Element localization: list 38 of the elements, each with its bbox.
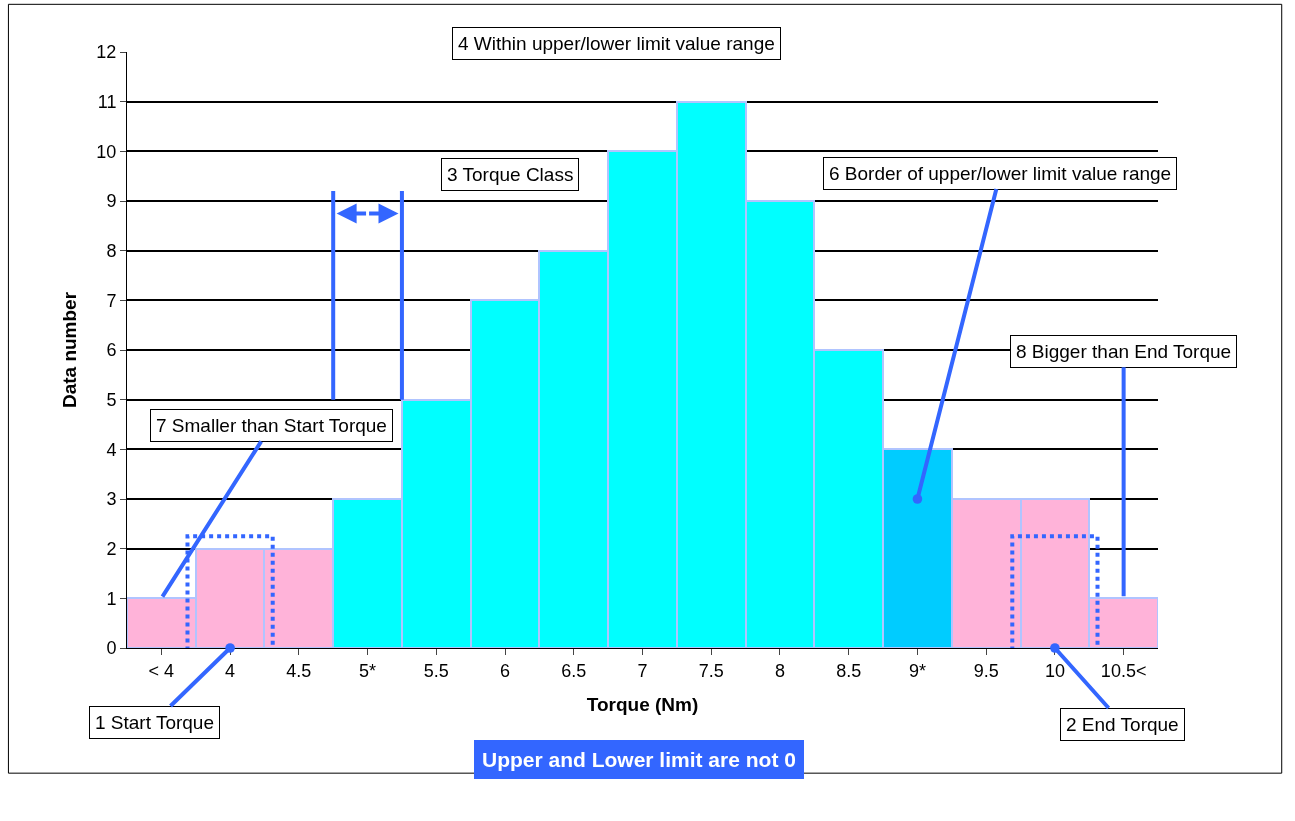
x-tick-label: 8 (774, 660, 785, 681)
annotation: 7 Smaller than Start Torque (156, 415, 387, 436)
annotation: 6 Border of upper/lower limit value range (829, 163, 1172, 184)
y-tick-label: 11 (97, 91, 117, 112)
y-tick-label: 5 (106, 389, 117, 410)
annotation: 8 Bigger than End Torque (1016, 341, 1232, 362)
x-tick-label: 6 (500, 660, 511, 681)
x-tick-label: 6.5 (561, 660, 587, 681)
x-tick-label: < 4 (148, 660, 175, 681)
y-tick-label: 1 (106, 588, 117, 609)
annotation: 4 Within upper/lower limit value range (458, 33, 775, 54)
x-tick-label: 5.5 (423, 660, 449, 681)
x-tick-label: 7.5 (698, 660, 724, 681)
x-tick-label: 8.5 (836, 660, 862, 681)
x-tick-label: 4.5 (286, 660, 312, 681)
x-tick-label: 10.5< (1100, 660, 1147, 681)
annotation: 2 End Torque (1066, 714, 1179, 735)
y-tick-label: 8 (106, 240, 117, 261)
x-tick-label: 4 (225, 660, 236, 681)
x-tick-label: 7 (637, 660, 648, 681)
y-axis-title: Data number (59, 291, 81, 409)
annotation: 3 Torque Class (447, 164, 574, 185)
y-tick-label: 7 (106, 290, 117, 311)
x-tick-label: 10 (1044, 660, 1065, 681)
annotation: 1 Start Torque (95, 712, 215, 733)
y-tick-label: 9 (106, 191, 117, 212)
y-tick-label: 0 (106, 638, 117, 659)
y-tick-label: 4 (106, 439, 117, 460)
text: Upper and Lower limit are not 0 (482, 748, 796, 771)
y-tick-label: 10 (96, 141, 117, 162)
y-tick-label: 2 (106, 538, 117, 559)
x-tick-label: 5* (359, 660, 377, 681)
y-tick-label: 3 (106, 489, 117, 510)
x-tick-label: 9* (908, 660, 926, 681)
x-tick-label: 9.5 (973, 660, 999, 681)
y-tick-label: 12 (96, 42, 117, 63)
y-tick-label: 6 (106, 340, 117, 361)
x-axis-title: Torque (Nm) (586, 694, 699, 716)
